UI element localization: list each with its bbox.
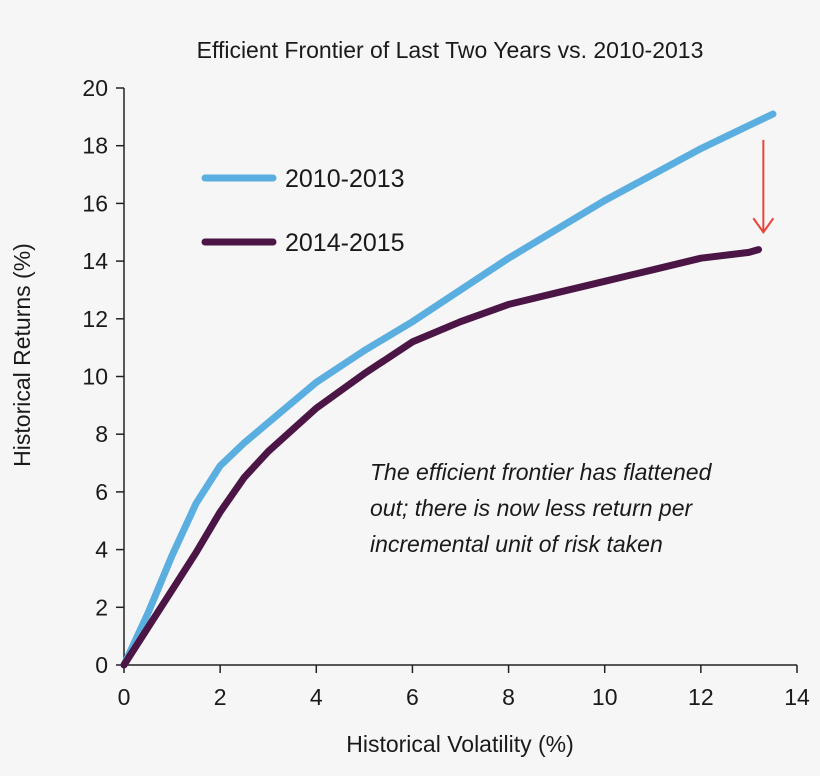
series-line-2010-2013 [120, 110, 777, 669]
y-tick-label: 10 [82, 364, 108, 390]
y-tick-label: 6 [95, 479, 108, 505]
chart-title: Efficient Frontier of Last Two Years vs.… [197, 37, 704, 63]
x-tick-label: 12 [688, 684, 714, 710]
y-tick-label: 4 [95, 537, 108, 563]
y-tick-label: 16 [82, 190, 108, 216]
x-tick-label: 6 [406, 684, 419, 710]
annotation-text: The efficient frontier has flattened out;… [370, 459, 713, 557]
x-tick-label: 8 [502, 684, 515, 710]
y-tick-label: 2 [95, 594, 108, 620]
y-tick-label: 0 [95, 652, 108, 678]
x-tick-label: 10 [592, 684, 618, 710]
legend-label: 2010-2013 [285, 165, 405, 193]
x-tick-label: 4 [310, 684, 323, 710]
y-axis-label: Historical Returns (%) [9, 243, 35, 467]
x-tick-label: 0 [118, 684, 131, 710]
y-tick-label: 18 [82, 133, 108, 159]
series-line-2014-2015 [120, 246, 762, 669]
y-tick-label: 8 [95, 421, 108, 447]
annotation-line: The efficient frontier has flattened [370, 459, 713, 485]
annotation-line: incremental unit of risk taken [370, 531, 663, 557]
x-tick-label: 2 [214, 684, 227, 710]
y-tick-label: 20 [82, 75, 108, 101]
x-axis-label: Historical Volatility (%) [346, 731, 574, 757]
red-arrow-head [752, 217, 775, 234]
annotation-line: out; there is now less return per [370, 495, 693, 521]
legend-label: 2014-2015 [285, 229, 405, 257]
x-tick-label: 14 [784, 684, 810, 710]
y-tick-label: 12 [82, 306, 108, 332]
y-tick-label: 14 [82, 248, 108, 274]
plot-area: 0 2 4 6 8 10 12 14 16 18 20 0 2 4 6 8 10 12 14 2010-2013 201… [82, 75, 810, 710]
